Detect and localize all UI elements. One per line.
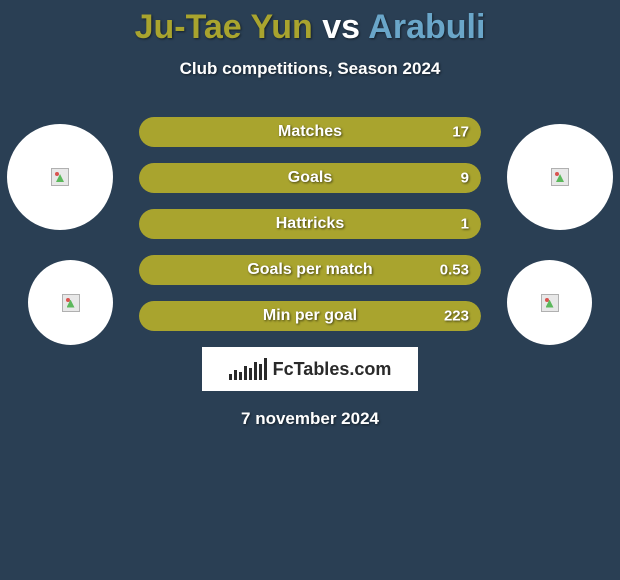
vs-text: vs (322, 8, 360, 46)
player2-name: Arabuli (368, 8, 485, 46)
player-avatar (28, 260, 113, 345)
image-placeholder-icon (51, 168, 69, 186)
logo-bar (244, 366, 247, 380)
logo-chart-icon (229, 358, 267, 380)
bar-label: Matches (139, 123, 481, 141)
image-placeholder-icon (541, 294, 559, 312)
player-avatar (507, 124, 613, 230)
page-title: Ju-Tae Yun vs Arabuli (0, 8, 620, 47)
date-label: 7 november 2024 (0, 409, 620, 429)
fctables-logo: FcTables.com (202, 347, 418, 391)
logo-bar (259, 364, 262, 380)
player-avatar (507, 260, 592, 345)
image-placeholder-icon (62, 294, 80, 312)
logo-bar (254, 362, 257, 380)
image-placeholder-icon (551, 168, 569, 186)
logo-bar (249, 368, 252, 380)
stat-bar: 9Goals (139, 163, 481, 193)
stat-bar: 0.53Goals per match (139, 255, 481, 285)
logo-bar (239, 372, 242, 380)
logo-bar (264, 358, 267, 380)
bar-label: Hattricks (139, 215, 481, 233)
stat-bar: 17Matches (139, 117, 481, 147)
logo-bar (234, 370, 237, 380)
bar-label: Goals (139, 169, 481, 187)
player-avatar (7, 124, 113, 230)
bar-label: Min per goal (139, 307, 481, 325)
stat-bar: 223Min per goal (139, 301, 481, 331)
subtitle: Club competitions, Season 2024 (0, 59, 620, 79)
logo-text: FcTables.com (273, 359, 392, 380)
stat-bar: 1Hattricks (139, 209, 481, 239)
player1-name: Ju-Tae Yun (135, 8, 313, 46)
logo-bar (229, 374, 232, 380)
stats-bars: 17Matches 9Goals 1Hattricks 0.53Goals per m… (139, 117, 481, 331)
bar-label: Goals per match (139, 261, 481, 279)
